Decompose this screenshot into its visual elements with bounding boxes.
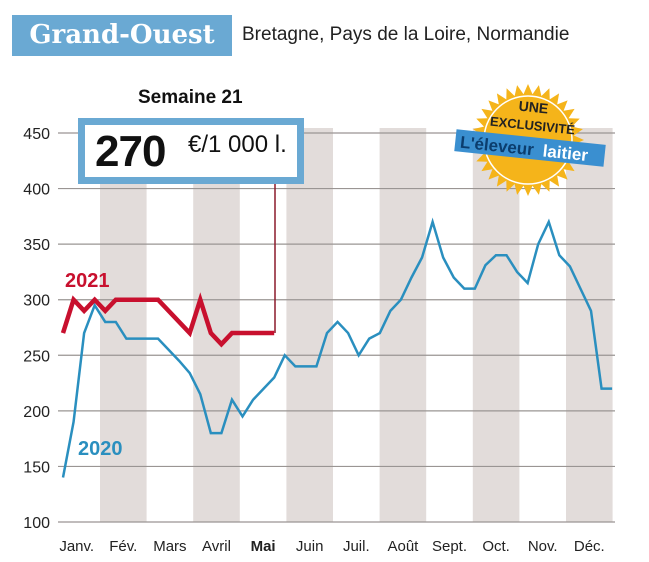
- series-line-2020: [61, 217, 613, 478]
- badge-brand-b: laitier: [542, 141, 589, 165]
- x-tick-label: Août: [387, 538, 419, 555]
- x-tick-label: Avril: [202, 538, 231, 555]
- y-tick-label: 150: [23, 459, 50, 476]
- y-tick-label: 100: [23, 515, 50, 532]
- exclusive-badge: UNE EXCLUSIVITÉ L'éleveur laitier: [454, 84, 606, 196]
- y-tick-label: 400: [23, 182, 50, 199]
- series-label-2020: 2020: [78, 438, 123, 460]
- region-subtitle: Bretagne, Pays de la Loire, Normandie: [242, 24, 570, 45]
- y-tick-label: 300: [23, 293, 50, 310]
- month-stripe: [566, 128, 613, 522]
- month-stripe: [379, 128, 427, 522]
- y-tick-label: 450: [23, 126, 50, 143]
- price-value: 270: [95, 127, 166, 176]
- price-callout: 270 €/1 000 l.: [78, 118, 304, 184]
- x-tick-label: Sept.: [432, 538, 467, 555]
- month-stripe: [100, 128, 147, 522]
- x-tick-label: Fév.: [109, 538, 137, 555]
- price-unit: €/1 000 l.: [188, 131, 287, 158]
- x-tick-label: Nov.: [528, 538, 558, 555]
- y-tick-label: 350: [23, 237, 50, 254]
- y-tick-label: 200: [23, 404, 50, 421]
- region-title: Grand-Ouest: [12, 15, 232, 56]
- month-stripe: [193, 128, 240, 522]
- series-label-2021: 2021: [65, 270, 110, 292]
- month-stripe: [286, 128, 333, 522]
- x-tick-label: Déc.: [574, 538, 605, 555]
- week-label: Semaine 21: [138, 87, 243, 108]
- x-tick-label: Mars: [153, 538, 186, 555]
- month-stripe: [472, 128, 520, 522]
- x-tick-label: Juil.: [343, 538, 370, 555]
- series-line-2021: [60, 292, 275, 348]
- x-tick-label: Juin: [296, 538, 324, 555]
- x-tick-label: Mai: [251, 538, 276, 555]
- badge-line1: UNE: [518, 98, 549, 117]
- x-tick-label: Janv.: [59, 538, 94, 555]
- y-tick-label: 250: [23, 348, 50, 365]
- x-tick-label: Oct.: [482, 538, 510, 555]
